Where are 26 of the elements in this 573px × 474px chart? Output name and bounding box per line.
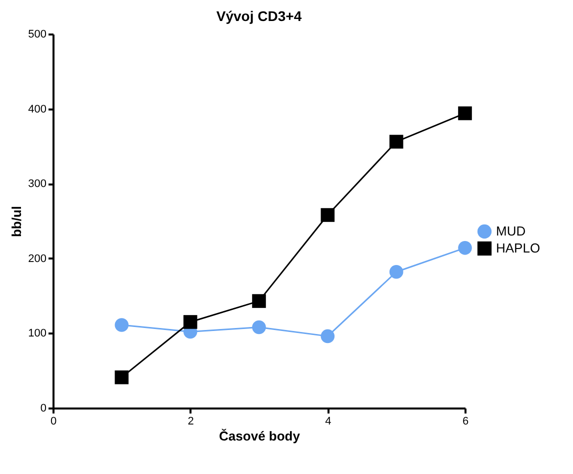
point: [252, 294, 266, 308]
y-tick-label: 300: [28, 178, 46, 190]
x-axis-title: Časové body: [219, 428, 301, 444]
point: [114, 318, 129, 332]
y-axis-title: bb/ul: [9, 206, 24, 238]
x-tick-label: 4: [325, 416, 332, 428]
point: [183, 315, 198, 329]
point: [252, 320, 266, 334]
point: [458, 106, 472, 120]
legend-label: MUD: [496, 224, 526, 238]
y-tick-label: 100: [28, 328, 46, 340]
chart-title: Vývoj CD3+4: [216, 8, 302, 24]
point: [114, 370, 129, 384]
y-tick-label: 200: [28, 252, 46, 265]
x-tick-label: 2: [188, 416, 194, 428]
point: [389, 264, 404, 279]
y-tick-label: 0: [40, 402, 46, 414]
point: [320, 208, 335, 222]
point: [458, 241, 472, 255]
point: [389, 134, 404, 149]
y-tick-label: 400: [28, 103, 46, 116]
point: [320, 329, 335, 344]
y-tick-label: 500: [28, 28, 46, 40]
legend-label: HAPLO: [496, 240, 540, 256]
x-tick-label: 0: [50, 416, 57, 428]
x-tick-label: 6: [462, 416, 469, 428]
